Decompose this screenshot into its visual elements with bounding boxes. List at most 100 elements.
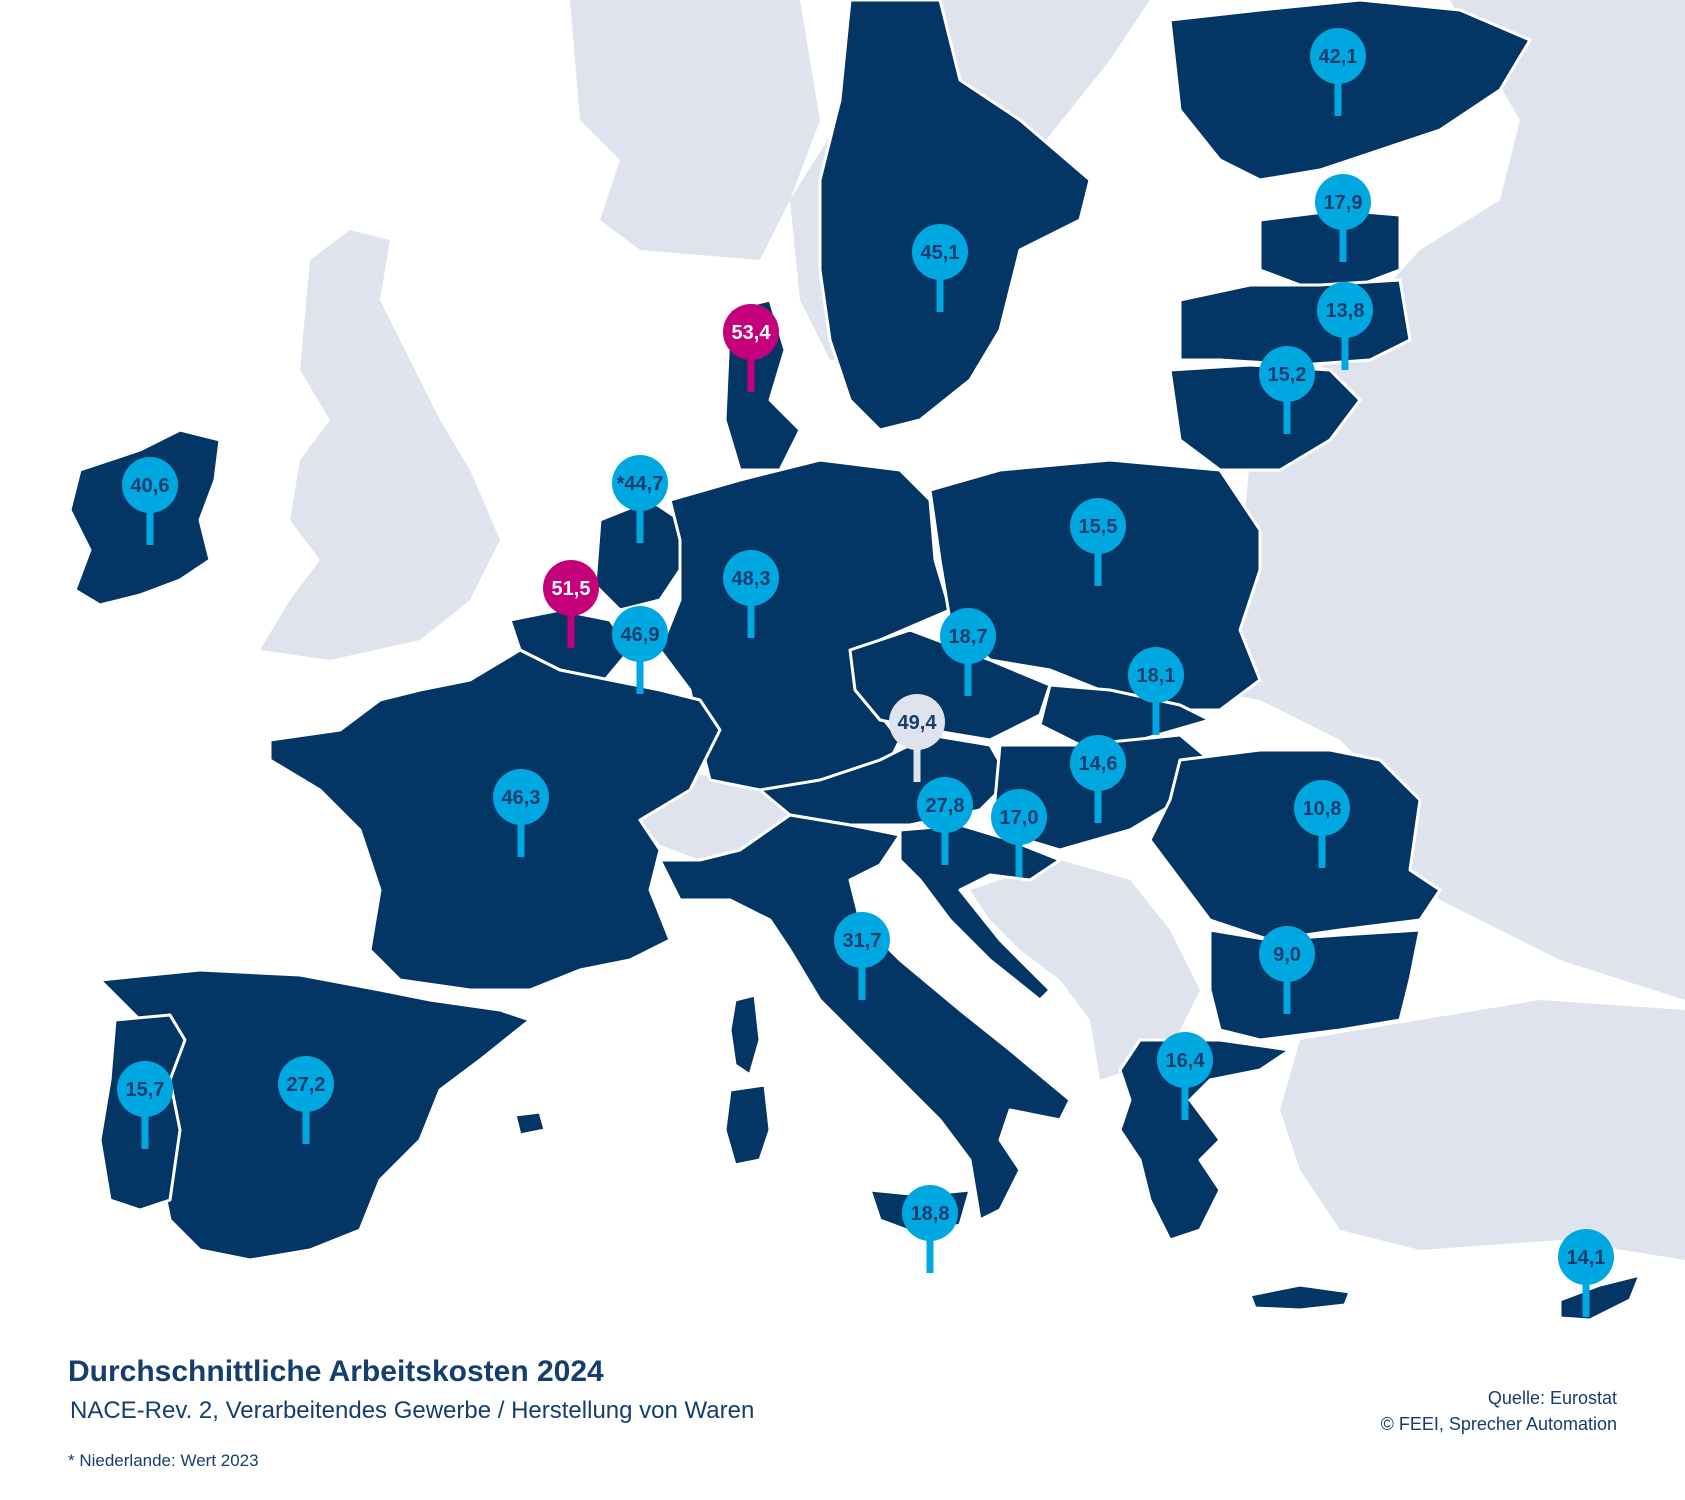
pin-value-label: 27,2 bbox=[287, 1074, 326, 1096]
pin-stem bbox=[941, 825, 949, 865]
pin-belgium: 51,5 bbox=[543, 560, 599, 648]
pin-value-label: 53,4 bbox=[732, 322, 772, 344]
pin-head bbox=[1157, 1032, 1213, 1088]
pin-stem bbox=[1094, 546, 1102, 586]
pin-head bbox=[543, 560, 599, 616]
copyright-line: © FEEI, Sprecher Automation bbox=[1380, 1414, 1617, 1434]
pin-ireland: 40,6 bbox=[122, 457, 178, 545]
pin-head bbox=[117, 1061, 173, 1117]
land-slovakia bbox=[1038, 683, 1212, 747]
pin-stem bbox=[858, 960, 866, 1000]
pin-stem bbox=[517, 817, 525, 857]
pin-malta: 18,8 bbox=[902, 1185, 958, 1273]
pin-stem bbox=[1318, 828, 1326, 868]
pin-portugal: 15,7 bbox=[117, 1061, 173, 1149]
pin-luxembourg: 46,9 bbox=[612, 606, 668, 694]
pin-head bbox=[612, 455, 668, 511]
pin-head bbox=[122, 457, 178, 513]
land-sardinia bbox=[723, 1083, 772, 1167]
eu-countries bbox=[68, 0, 1642, 1322]
pin-stem bbox=[1283, 394, 1291, 434]
pin-stem bbox=[141, 1109, 149, 1149]
pin-stem bbox=[747, 598, 755, 638]
pin-stem bbox=[913, 742, 921, 782]
pin-head bbox=[917, 777, 973, 833]
pin-head bbox=[1294, 780, 1350, 836]
pin-stem bbox=[1181, 1080, 1189, 1120]
pin-stem bbox=[747, 352, 755, 392]
pin-czechia: 18,7 bbox=[940, 608, 996, 696]
pin-head bbox=[723, 304, 779, 360]
pin-head bbox=[1259, 346, 1315, 402]
pin-estonia: 17,9 bbox=[1315, 174, 1371, 262]
value-pins: 42,1 17,9 13,8 15,2 45,1 53,4 40,6 *44,7 51,5 46,… bbox=[117, 28, 1614, 1317]
pin-croatia: 17,0 bbox=[991, 789, 1047, 877]
pin-head bbox=[889, 694, 945, 750]
pin-value-label: 40,6 bbox=[131, 475, 170, 497]
pin-head bbox=[991, 789, 1047, 845]
pin-stem bbox=[964, 656, 972, 696]
pin-stem bbox=[926, 1233, 934, 1273]
pin-value-label: 31,7 bbox=[843, 930, 882, 952]
pin-head bbox=[1310, 28, 1366, 84]
pin-value-label: 49,4 bbox=[898, 712, 938, 734]
pin-value-label: 46,3 bbox=[502, 787, 541, 809]
pin-spain: 27,2 bbox=[278, 1056, 334, 1144]
land-balkans bbox=[970, 860, 1200, 1080]
pin-head bbox=[1315, 174, 1371, 230]
pin-head bbox=[1317, 282, 1373, 338]
land-cyprus bbox=[1558, 1273, 1642, 1322]
pin-value-label: 48,3 bbox=[732, 568, 771, 590]
pin-head bbox=[834, 912, 890, 968]
pin-stem bbox=[1015, 837, 1023, 877]
pin-value-label: 10,8 bbox=[1303, 798, 1342, 820]
pin-stem bbox=[636, 503, 644, 543]
pin-value-label: 14,6 bbox=[1079, 753, 1118, 775]
pin-austria: 49,4 bbox=[889, 694, 945, 782]
pin-poland: 15,5 bbox=[1070, 498, 1126, 586]
land-turkey bbox=[1280, 1000, 1685, 1260]
pin-value-label: 15,5 bbox=[1079, 516, 1118, 538]
footnote: * Niederlande: Wert 2023 bbox=[68, 1451, 259, 1470]
pin-cyprus: 14,1 bbox=[1558, 1229, 1614, 1317]
pin-denmark: 53,4 bbox=[723, 304, 779, 392]
pin-value-label: *44,7 bbox=[617, 473, 664, 495]
pin-head bbox=[912, 224, 968, 280]
land-northwest bbox=[570, 0, 820, 260]
pin-stem bbox=[1152, 695, 1160, 735]
pin-greece: 16,4 bbox=[1157, 1032, 1213, 1120]
land-sweden bbox=[818, 0, 1092, 432]
pin-head bbox=[1070, 498, 1126, 554]
pin-stem bbox=[636, 654, 644, 694]
pin-bulgaria: 9,0 bbox=[1259, 926, 1315, 1014]
pin-stem bbox=[302, 1104, 310, 1144]
pin-stem bbox=[567, 608, 575, 648]
pin-stem bbox=[1339, 222, 1347, 262]
land-finland bbox=[1168, 0, 1532, 182]
pin-value-label: 14,1 bbox=[1567, 1247, 1606, 1269]
pin-netherlands: *44,7 bbox=[612, 455, 668, 543]
pin-head bbox=[1259, 926, 1315, 982]
pin-head bbox=[612, 606, 668, 662]
land-greece bbox=[1118, 1038, 1292, 1242]
pin-stem bbox=[1283, 974, 1291, 1014]
land-france bbox=[268, 648, 722, 992]
pin-value-label: 51,5 bbox=[552, 578, 591, 600]
pin-head bbox=[1128, 647, 1184, 703]
pin-stem bbox=[1582, 1277, 1590, 1317]
pin-france: 46,3 bbox=[493, 769, 549, 857]
pin-head bbox=[278, 1056, 334, 1112]
pin-finland: 42,1 bbox=[1310, 28, 1366, 116]
pin-value-label: 17,0 bbox=[1000, 807, 1039, 829]
pin-head bbox=[1070, 735, 1126, 791]
source-line: Quelle: Eurostat bbox=[1487, 1388, 1617, 1408]
land-italy bbox=[658, 813, 1072, 1222]
pin-slovakia: 18,1 bbox=[1128, 647, 1184, 735]
pin-slovenia: 27,8 bbox=[917, 777, 973, 865]
pin-value-label: 13,8 bbox=[1326, 300, 1365, 322]
land-great-britain bbox=[260, 230, 500, 660]
pin-value-label: 45,1 bbox=[921, 242, 960, 264]
pin-value-label: 15,2 bbox=[1268, 364, 1307, 386]
